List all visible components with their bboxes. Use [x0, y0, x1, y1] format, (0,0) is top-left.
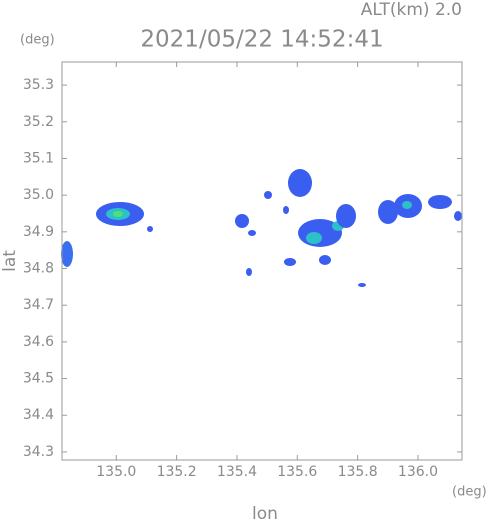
- y-tick-label: 34.5: [23, 371, 54, 387]
- x-tick-label: 135.2: [157, 464, 197, 480]
- x-axis-label: lon: [252, 504, 278, 521]
- x-tick-label: 135.8: [338, 464, 378, 480]
- x-tick-label: 135.6: [277, 464, 317, 480]
- x-unit: (deg): [452, 485, 487, 500]
- y-tick-label: 35.1: [23, 150, 54, 166]
- y-tick-label: 34.8: [23, 261, 54, 277]
- y-tick-label: 35.0: [23, 187, 54, 203]
- y-tick-label: 35.2: [23, 114, 54, 130]
- y-axis-label: lat: [0, 250, 20, 272]
- x-tick-label: 135.0: [96, 464, 136, 480]
- y-tick-label: 34.4: [23, 407, 54, 423]
- altitude-label: ALT(km) 2.0: [361, 0, 462, 20]
- y-tick-label: 34.3: [23, 444, 54, 460]
- x-tick-label: 135.4: [217, 464, 257, 480]
- y-tick-label: 34.6: [23, 334, 54, 350]
- plot-frame: [61, 61, 463, 461]
- x-tick-label: 136.0: [398, 464, 438, 480]
- y-unit: (deg): [20, 33, 55, 48]
- y-tick-label: 34.7: [23, 297, 54, 313]
- echoes: [61, 169, 462, 287]
- chart-title: 2021/05/22 14:52:41: [140, 27, 383, 53]
- y-tick-label: 35.3: [23, 77, 54, 93]
- y-tick-label: 34.9: [23, 224, 54, 240]
